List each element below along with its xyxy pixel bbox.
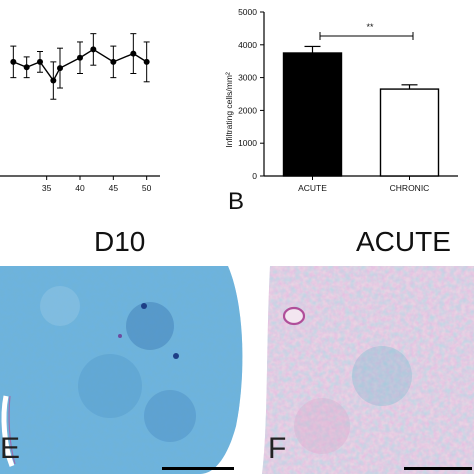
line-chart-point	[50, 77, 57, 84]
significance-marker: **	[366, 22, 374, 32]
bar-chart-y-tick-label: 1000	[238, 138, 257, 148]
bar-chart-category-label: CHRONIC	[390, 183, 430, 193]
line-chart-x-tick-label: 50	[142, 183, 152, 193]
bar-chart-y-axis-label: Infiltrating cells/mm²	[224, 72, 234, 148]
bar-chart-y-tick-label: 3000	[238, 73, 257, 83]
bar-chronic	[379, 88, 440, 177]
line-chart-point	[110, 58, 117, 65]
panel-letter-b: B	[228, 188, 245, 215]
line-chart-point	[143, 58, 150, 65]
line-chart-point	[57, 65, 63, 72]
line-chart-point	[23, 64, 30, 71]
micrograph-title-left: D10	[94, 226, 146, 257]
micrograph-f-vessel	[282, 306, 306, 326]
bar-chart-category-label: ACUTE	[298, 183, 327, 193]
scale-bar-f	[404, 467, 472, 470]
line-chart-series-line	[13, 48, 148, 82]
micrograph-title-right: ACUTE	[356, 226, 451, 257]
bar-chart-y-tick-label: 5000	[238, 7, 257, 17]
bar-chart-y-tick-label: 4000	[238, 40, 257, 50]
bar-chart-y-tick-label: 2000	[238, 105, 257, 115]
micrograph-e-image	[0, 266, 250, 474]
bar-acute	[282, 52, 343, 177]
line-chart-point	[130, 50, 137, 57]
panel-letter-f: F	[268, 432, 287, 465]
line-chart-point	[37, 58, 43, 65]
line-chart-x-tick-label: 40	[75, 183, 85, 193]
micrograph-f-image	[262, 266, 474, 474]
panel-a-line-chart: 35 40 45 50	[0, 33, 160, 193]
line-chart-point	[10, 58, 17, 65]
panel-letter-e: E	[0, 432, 21, 465]
line-chart-x-tick-label: 35	[42, 183, 52, 193]
panel-b-bar-chart: Infiltrating cells/mm² 0 1000 2000 3000 4000…	[224, 7, 458, 193]
scale-bar-e	[162, 467, 234, 470]
bar-chart-y-tick-label: 0	[252, 171, 257, 181]
line-chart-point	[90, 46, 97, 53]
line-chart-x-tick-label: 45	[109, 183, 119, 193]
line-chart-point	[77, 54, 83, 61]
micrograph-e-vessel	[1, 395, 15, 467]
